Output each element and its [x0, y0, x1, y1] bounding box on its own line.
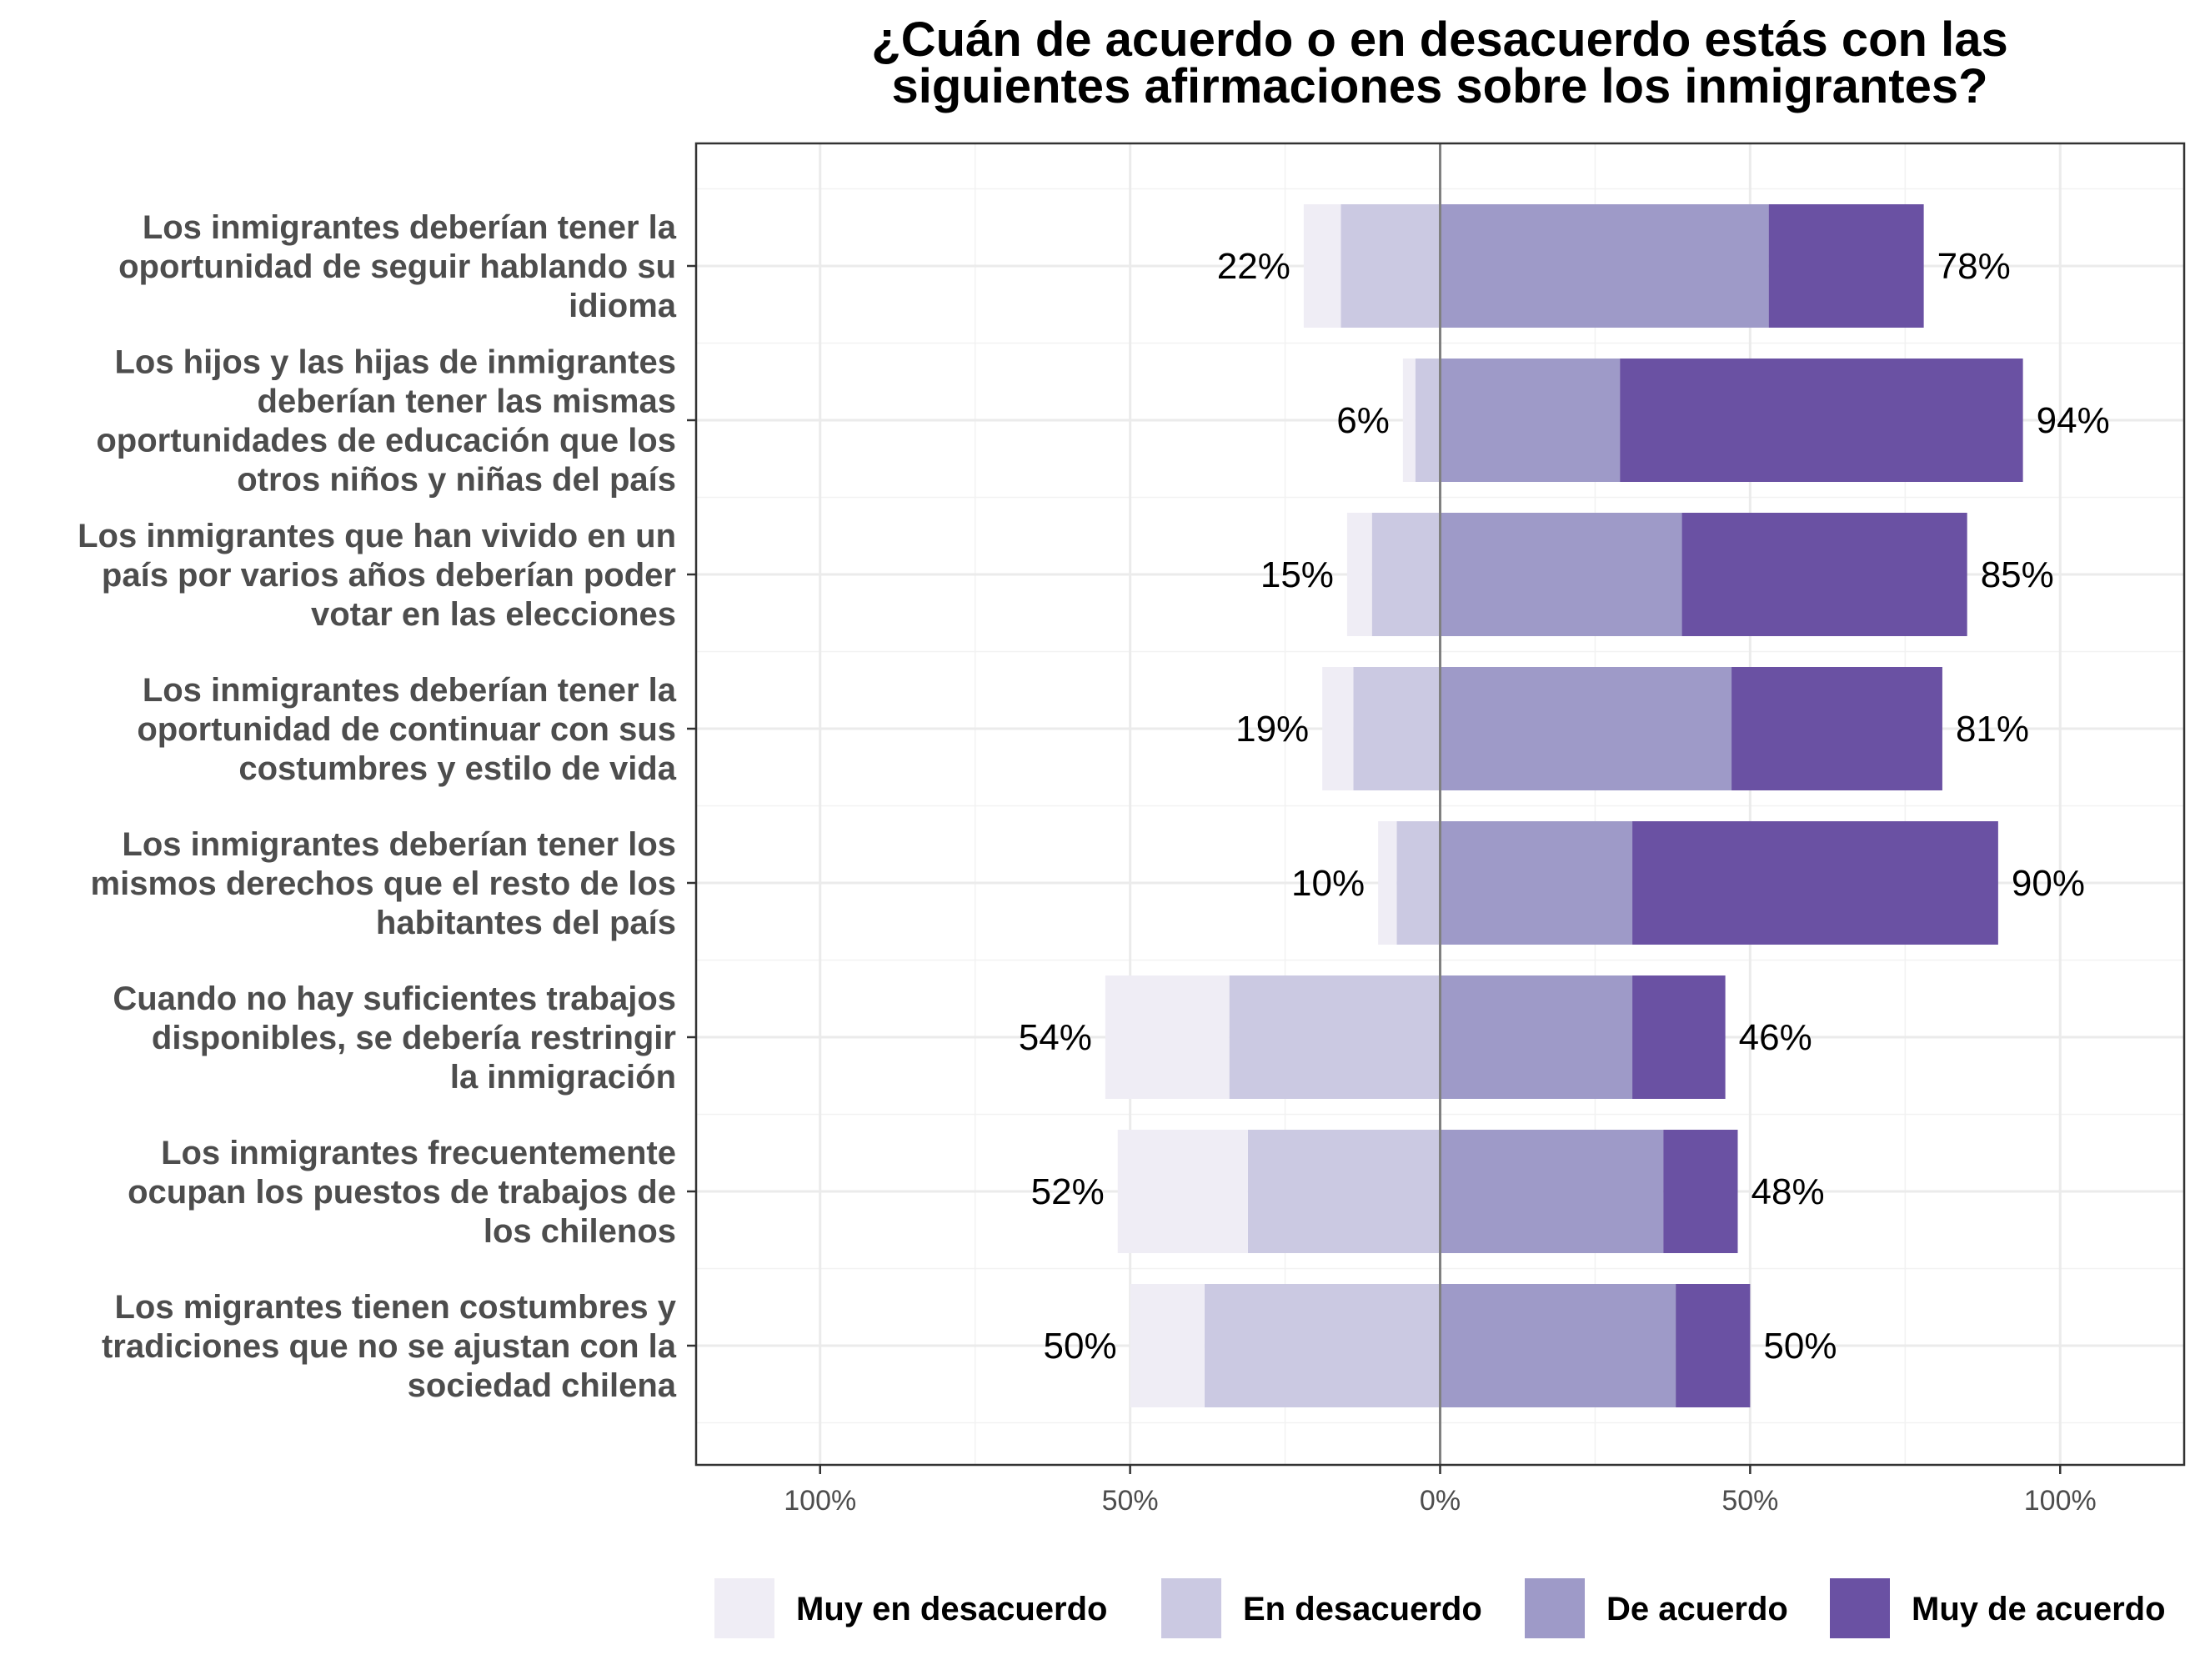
legend-key-muy-de-acuerdo	[1830, 1578, 1890, 1638]
bar-en-desacuerdo	[1415, 359, 1441, 482]
category-label-line: Los inmigrantes frecuentemente	[161, 1135, 676, 1171]
disagree-total-label: 52%	[1031, 1171, 1105, 1212]
bar-muy-en-desacuerdo	[1117, 1130, 1248, 1253]
category-label-line: Los inmigrantes que han vivido en un	[78, 518, 676, 554]
disagree-total-label: 22%	[1217, 246, 1290, 287]
bar-en-desacuerdo	[1247, 1130, 1441, 1253]
bar-muy-de-acuerdo	[1620, 359, 2023, 482]
category-label-line: votar en las elecciones	[311, 596, 676, 633]
bar-muy-de-acuerdo	[1768, 204, 1924, 328]
x-tick-label: 50%	[1102, 1485, 1159, 1517]
bar-en-desacuerdo	[1371, 513, 1441, 636]
bar-de-acuerdo	[1440, 204, 1769, 328]
agree-total-label: 90%	[2012, 863, 2085, 904]
chart-title: ¿Cuán de acuerdo o en desacuerdo estás c…	[871, 13, 2007, 113]
category-label-line: oportunidades de educación que los	[96, 423, 676, 459]
bar-muy-de-acuerdo	[1676, 1284, 1751, 1407]
category-label-line: tradiciones que no se ajustan con la	[102, 1328, 677, 1365]
bar-de-acuerdo	[1440, 667, 1732, 790]
disagree-total-label: 15%	[1260, 554, 1334, 595]
category-labels: Los inmigrantes deberían tener laoportun…	[78, 209, 696, 1404]
bar-muy-de-acuerdo	[1731, 667, 1942, 790]
plot-panel: 22% 78% 6% 94% 15% 85% 19% 81% 10% 90% 54% 46% 52% 48…	[694, 142, 2186, 1467]
legend-label: Muy de acuerdo	[1912, 1591, 2166, 1627]
legend: Muy en desacuerdo En desacuerdo De acuerdo…	[714, 1578, 2166, 1638]
x-tick-label: 50%	[1721, 1485, 1778, 1517]
bar-muy-en-desacuerdo	[1378, 821, 1397, 945]
category-label-line: sociedad chilena	[408, 1367, 677, 1404]
legend-label: En desacuerdo	[1243, 1591, 1482, 1627]
bar-muy-en-desacuerdo	[1303, 204, 1341, 328]
agree-total-label: 48%	[1751, 1171, 1825, 1212]
bar-muy-de-acuerdo	[1663, 1130, 1738, 1253]
agree-total-label: 50%	[1763, 1326, 1837, 1367]
disagree-total-label: 19%	[1235, 709, 1309, 750]
bar-muy-en-desacuerdo	[1402, 359, 1416, 482]
legend-key-de-acuerdo	[1525, 1578, 1585, 1638]
chart-title-line: ¿Cuán de acuerdo o en desacuerdo estás c…	[871, 13, 2007, 67]
category-label-line: país por varios años deberían poder	[102, 557, 676, 594]
category-label-line: idioma	[569, 288, 677, 324]
category-label-line: Los inmigrantes deberían tener la	[143, 672, 677, 709]
bar-de-acuerdo	[1440, 1284, 1676, 1407]
x-tick-label: 100%	[784, 1485, 856, 1517]
bar-de-acuerdo	[1440, 359, 1621, 482]
bar-muy-de-acuerdo	[1632, 821, 1998, 945]
category-label-line: habitantes del país	[376, 905, 676, 941]
disagree-total-label: 6%	[1336, 400, 1390, 441]
bar-en-desacuerdo	[1396, 821, 1441, 945]
bar-muy-en-desacuerdo	[1322, 667, 1354, 790]
category-label-line: disponibles, se debería restringir	[152, 1020, 676, 1056]
bar-muy-de-acuerdo	[1632, 975, 1726, 1099]
agree-total-label: 81%	[1956, 709, 2029, 750]
x-tick-label: 0%	[1420, 1485, 1461, 1517]
legend-key-muy-en-desacuerdo	[714, 1578, 774, 1638]
agree-total-label: 94%	[2037, 400, 2110, 441]
category-label-line: Los inmigrantes deberían tener los	[122, 826, 676, 863]
disagree-total-label: 54%	[1019, 1017, 1092, 1058]
bar-muy-en-desacuerdo	[1346, 513, 1372, 636]
bar-de-acuerdo	[1440, 513, 1682, 636]
bar-en-desacuerdo	[1204, 1284, 1441, 1407]
chart-title-line: siguientes afirmaciones sobre los inmigr…	[891, 59, 1987, 113]
category-label-line: costumbres y estilo de vida	[238, 750, 676, 787]
agree-total-label: 46%	[1739, 1017, 1812, 1058]
legend-key-en-desacuerdo	[1161, 1578, 1221, 1638]
category-label-line: otros niños y niñas del país	[237, 462, 676, 499]
category-label-line: los chilenos	[484, 1213, 676, 1250]
agree-total-label: 78%	[1937, 246, 2011, 287]
bar-de-acuerdo	[1440, 975, 1633, 1099]
category-label-line: mismos derechos que el resto de los	[91, 865, 676, 902]
x-tick-label: 100%	[2024, 1485, 2097, 1517]
x-axis-ticks: 100% 50% 0% 50% 100%	[784, 1465, 2097, 1517]
category-label-line: Los migrantes tienen costumbres y	[114, 1289, 676, 1326]
disagree-total-label: 50%	[1044, 1326, 1117, 1367]
bar-muy-en-desacuerdo	[1130, 1284, 1205, 1407]
category-label-line: la inmigración	[450, 1059, 676, 1096]
bar-de-acuerdo	[1440, 1130, 1664, 1253]
legend-label: De acuerdo	[1606, 1591, 1788, 1627]
legend-label: Muy en desacuerdo	[796, 1591, 1107, 1627]
disagree-total-label: 10%	[1291, 863, 1365, 904]
bar-en-desacuerdo	[1229, 975, 1441, 1099]
agree-total-label: 85%	[1981, 554, 2054, 595]
category-label-line: Los inmigrantes deberían tener la	[143, 209, 677, 246]
category-label-line: Los hijos y las hijas de inmigrantes	[114, 344, 676, 381]
bar-de-acuerdo	[1440, 821, 1633, 945]
category-label-line: oportunidad de continuar con sus	[137, 711, 676, 748]
category-label-line: ocupan los puestos de trabajos de	[128, 1174, 676, 1211]
bar-en-desacuerdo	[1341, 204, 1441, 328]
bar-muy-de-acuerdo	[1681, 513, 1967, 636]
category-label-line: deberían tener las mismas	[258, 384, 676, 420]
bar-muy-en-desacuerdo	[1105, 975, 1230, 1099]
category-label-line: Cuando no hay suficientes trabajos	[113, 980, 676, 1017]
category-label-line: oportunidad de seguir hablando su	[118, 248, 676, 285]
bar-en-desacuerdo	[1353, 667, 1441, 790]
